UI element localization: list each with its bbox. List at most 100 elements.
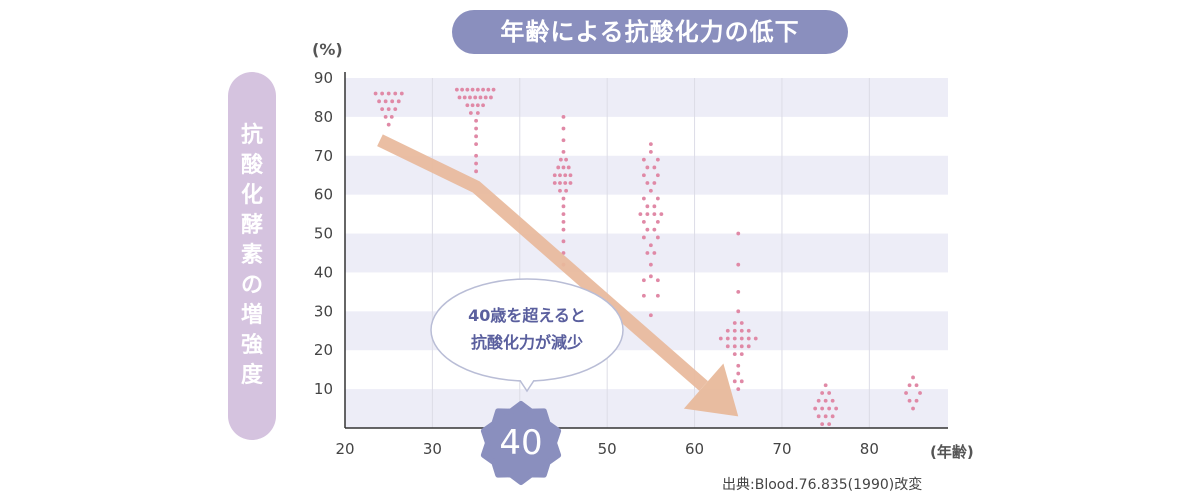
data-point <box>645 181 650 185</box>
data-point <box>474 153 478 158</box>
y-label-char: 酵 <box>240 213 263 238</box>
data-point <box>725 344 730 349</box>
data-point <box>561 219 566 224</box>
data-point <box>652 251 657 255</box>
data-point <box>736 262 741 267</box>
data-point <box>914 383 919 388</box>
data-point <box>746 328 751 333</box>
y-tick-label: 70 <box>314 147 333 165</box>
data-point <box>475 103 480 108</box>
data-point <box>904 391 908 395</box>
x-tick-label: 80 <box>860 440 879 458</box>
data-point <box>823 414 828 419</box>
x-tick-label: 20 <box>335 440 354 458</box>
data-point <box>736 371 741 376</box>
y-tick-label: 60 <box>314 186 333 204</box>
data-point <box>475 87 480 92</box>
data-point <box>481 103 485 108</box>
data-point <box>457 95 462 100</box>
data-point <box>823 398 828 403</box>
data-point <box>718 336 723 341</box>
data-point <box>725 328 730 333</box>
data-point <box>552 181 557 185</box>
data-point <box>380 107 385 112</box>
data-point <box>558 188 562 193</box>
y-label-char: 素 <box>240 243 263 268</box>
data-point <box>483 95 488 100</box>
y-axis-label: 抗 酸 化 酵 素 の 増 強 度 <box>228 72 276 440</box>
data-point <box>827 422 832 427</box>
data-point <box>830 414 835 419</box>
data-point <box>563 173 568 178</box>
data-point <box>561 114 566 119</box>
data-point <box>558 181 562 185</box>
x-unit-label: (年齢) <box>930 443 974 461</box>
data-point <box>827 391 832 395</box>
data-point <box>468 111 473 115</box>
data-point <box>489 95 493 100</box>
data-point <box>389 114 394 119</box>
data-point <box>911 406 915 411</box>
annotation-line-1: 40歳を超えると <box>468 306 586 325</box>
y-label-char: 抗 <box>240 123 263 148</box>
data-point <box>830 398 835 403</box>
data-point <box>645 212 650 217</box>
y-label-char: 化 <box>240 183 263 208</box>
band <box>345 78 948 117</box>
data-point <box>648 142 653 147</box>
data-point <box>561 126 566 131</box>
data-point <box>732 336 737 341</box>
data-point <box>816 398 821 403</box>
data-point <box>491 87 496 92</box>
data-point <box>568 181 573 185</box>
bubble-tail-fill <box>520 379 534 391</box>
data-point <box>568 173 573 178</box>
data-point <box>739 344 744 349</box>
data-point <box>383 114 388 119</box>
data-point <box>470 103 475 108</box>
data-point <box>566 165 571 170</box>
y-unit-label: (%) <box>312 40 343 59</box>
data-point <box>641 196 646 201</box>
data-point <box>648 188 653 193</box>
data-point <box>652 212 657 217</box>
trend-arrow <box>377 134 739 417</box>
data-point <box>655 235 660 240</box>
data-point <box>460 87 465 92</box>
data-point <box>558 173 562 178</box>
data-point <box>753 336 758 341</box>
data-point <box>563 181 568 185</box>
data-point <box>739 321 744 325</box>
data-point <box>474 142 478 147</box>
data-point <box>648 274 653 279</box>
data-point <box>645 251 650 255</box>
data-point <box>732 352 737 357</box>
data-point <box>399 91 404 96</box>
annotation-text: 40歳を超えると 抗酸化力が減少 <box>432 302 622 356</box>
data-point <box>641 293 646 298</box>
trend-arrow-head <box>683 363 739 417</box>
data-point <box>736 309 741 314</box>
y-tick-label: 50 <box>314 225 333 243</box>
data-point <box>396 99 401 104</box>
data-point <box>823 383 828 388</box>
y-label-char: 強 <box>240 333 263 358</box>
data-point <box>475 111 480 115</box>
data-point <box>911 375 915 380</box>
data-point <box>645 165 650 170</box>
data-point <box>468 95 472 100</box>
data-point <box>561 239 566 244</box>
tick-labels: 10203040506070809020304050607080 <box>314 69 879 458</box>
data-point <box>383 99 388 104</box>
age-badge <box>480 401 562 485</box>
data-point <box>655 173 660 178</box>
x-tick-label: 70 <box>772 440 791 458</box>
data-point <box>648 243 653 248</box>
data-point <box>739 328 744 333</box>
background-bands <box>345 78 948 428</box>
data-point <box>561 149 566 154</box>
data-point <box>655 293 660 298</box>
x-tick-label: 30 <box>423 440 442 458</box>
data-point <box>736 387 741 392</box>
